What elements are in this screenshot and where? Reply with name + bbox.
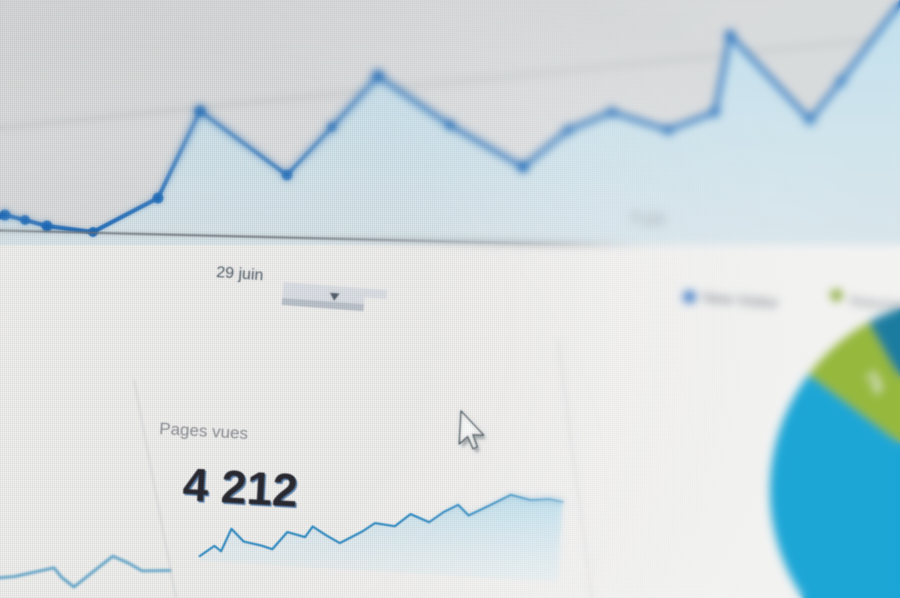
svg-text:Pages vues: Pages vues: [159, 419, 249, 443]
svg-text:New Visitor: New Visitor: [702, 289, 779, 311]
svg-text:4 212: 4 212: [181, 458, 299, 517]
svg-text:29 juin: 29 juin: [216, 264, 264, 284]
svg-text:5 juil: 5 juil: [631, 209, 665, 229]
